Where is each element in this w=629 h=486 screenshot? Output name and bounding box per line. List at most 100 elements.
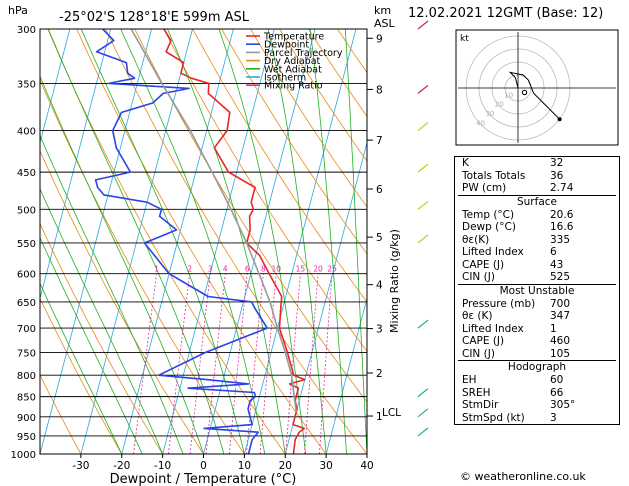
stat-label: θε(K) xyxy=(462,233,490,246)
stat-value: 3 xyxy=(550,411,557,424)
dry-adiabat-line xyxy=(163,29,367,352)
isotherm-line xyxy=(203,29,316,454)
wind-barb xyxy=(417,319,429,329)
stat-value: 525 xyxy=(550,271,571,283)
stat-label: Dewp (°C) xyxy=(462,221,516,233)
legend-label: Isotherm xyxy=(264,73,306,84)
hodograph-stat-row: SREH 66 xyxy=(458,387,616,400)
stat-label: Lifted Index xyxy=(462,246,524,258)
most-unstable-section: Most Unstable Pressure (mb) 700 θε (K) 347 L… xyxy=(458,283,616,361)
stat-label: SREH xyxy=(462,386,491,399)
mixing-ratio-label: 2 xyxy=(187,265,192,274)
legend-label: Temperature xyxy=(263,32,324,43)
dry-adiabat-line xyxy=(105,29,367,454)
most-unstable-row: Pressure (mb) 700 xyxy=(458,298,616,311)
stat-label: CAPE (J) xyxy=(462,335,505,347)
mixing-ratio-line xyxy=(304,273,319,454)
isotherm-line xyxy=(40,29,112,300)
asl-label: ASL xyxy=(374,17,396,30)
stat-label: CIN (J) xyxy=(462,347,495,360)
stat-value: 32 xyxy=(550,157,564,169)
mixing-ratio-line xyxy=(133,273,157,454)
plot-frame xyxy=(39,28,368,455)
wet-adiabat-line xyxy=(344,29,367,454)
hodograph-stat-row: EH 60 xyxy=(458,374,616,387)
x-tick-label: -10 xyxy=(154,460,171,472)
indices-section: K 32 Totals Totals 36 PW (cm) 2.74 xyxy=(458,157,616,195)
stat-label: θε (K) xyxy=(462,310,493,322)
pressure-tick-label: 1000 xyxy=(11,450,36,461)
stat-label: Totals Totals xyxy=(462,169,526,182)
stat-value: 700 xyxy=(550,297,571,310)
km-tick-label: 7 xyxy=(376,135,383,147)
legend-label: Wet Adiabat xyxy=(264,64,322,75)
surface-title: Surface xyxy=(516,195,557,208)
mixing-ratio-line xyxy=(259,273,277,454)
x-tick-label: -20 xyxy=(113,460,130,472)
surface-row: Lifted Index 6 xyxy=(458,246,616,259)
wind-barb xyxy=(417,234,429,244)
stat-value: 105 xyxy=(550,347,571,360)
legend-label: Dry Adiabat xyxy=(264,56,321,67)
lcl-label: LCL xyxy=(382,407,401,419)
most-unstable-row: Lifted Index 1 xyxy=(458,323,616,336)
stat-label: CAPE (J) xyxy=(462,258,505,271)
pressure-tick-label: 800 xyxy=(17,371,36,382)
x-tick-label: 20 xyxy=(279,460,292,472)
hodograph-ring-label: 40 xyxy=(476,119,485,127)
mixing-ratio-line xyxy=(168,273,191,454)
index-row: K 32 xyxy=(458,157,616,170)
dry-adiabat-line xyxy=(221,29,367,255)
wet-adiabat-line xyxy=(120,29,266,454)
mixing-ratio-line xyxy=(205,273,226,454)
surface-row: CIN (J) 525 xyxy=(458,271,616,284)
x-tick-label: 0 xyxy=(200,460,207,472)
km-tick-label: 2 xyxy=(376,368,383,380)
wind-barb xyxy=(417,20,429,30)
most-unstable-row: θε (K) 347 xyxy=(458,310,616,323)
parcel-trajectory-profile xyxy=(130,29,298,413)
surface-row: Dewp (°C) 16.6 xyxy=(458,221,616,234)
stat-value: 66 xyxy=(550,386,564,399)
stat-value: 60 xyxy=(550,374,564,386)
pressure-tick-label: 300 xyxy=(17,25,36,36)
index-row: Totals Totals 36 xyxy=(458,170,616,183)
datetime-label: 12.02.2021 12GMT (Base: 12) xyxy=(408,6,604,21)
wind-barb xyxy=(417,408,429,418)
stat-label: PW (cm) xyxy=(462,182,507,194)
wet-adiabat-line xyxy=(47,29,225,454)
pressure-tick-label: 450 xyxy=(17,168,36,179)
pressure-tick-label: 950 xyxy=(17,432,36,443)
km-label: km xyxy=(374,4,391,17)
mixing-ratio-label: 1 xyxy=(154,265,159,274)
pressure-tick-label: 850 xyxy=(17,393,36,404)
km-tick-label: 9 xyxy=(376,33,383,45)
hodograph-stat-row: StmDir 305° xyxy=(458,399,616,412)
temperature-profile xyxy=(163,29,306,454)
stat-value: 2.74 xyxy=(550,182,574,194)
dry-adiabat-line xyxy=(250,29,367,208)
x-tick-label: 10 xyxy=(238,460,251,472)
stat-label: CIN (J) xyxy=(462,271,495,283)
surface-row: Temp (°C) 20.6 xyxy=(458,209,616,222)
stat-value: 43 xyxy=(550,258,564,271)
dry-adiabat-line xyxy=(192,29,367,303)
isotherm-line xyxy=(40,29,71,145)
stat-label: StmDir xyxy=(462,399,499,411)
most-unstable-row: CAPE (J) 460 xyxy=(458,335,616,348)
km-tick-label: 8 xyxy=(376,84,383,96)
mixing-ratio-line xyxy=(319,273,333,454)
stat-label: K xyxy=(462,157,469,169)
stat-label: Pressure (mb) xyxy=(462,297,536,310)
mixing-ratio-line xyxy=(246,273,264,454)
dry-adiabat-line xyxy=(279,29,367,162)
isotherm-lines xyxy=(40,29,367,454)
wind-barb xyxy=(417,122,429,132)
stat-value: 335 xyxy=(550,233,571,246)
x-axis-label: Dewpoint / Temperature (°C) xyxy=(110,472,297,486)
wind-barb xyxy=(417,84,429,94)
km-tick-label: 3 xyxy=(376,324,383,336)
dry-adiabat-line xyxy=(40,374,82,454)
